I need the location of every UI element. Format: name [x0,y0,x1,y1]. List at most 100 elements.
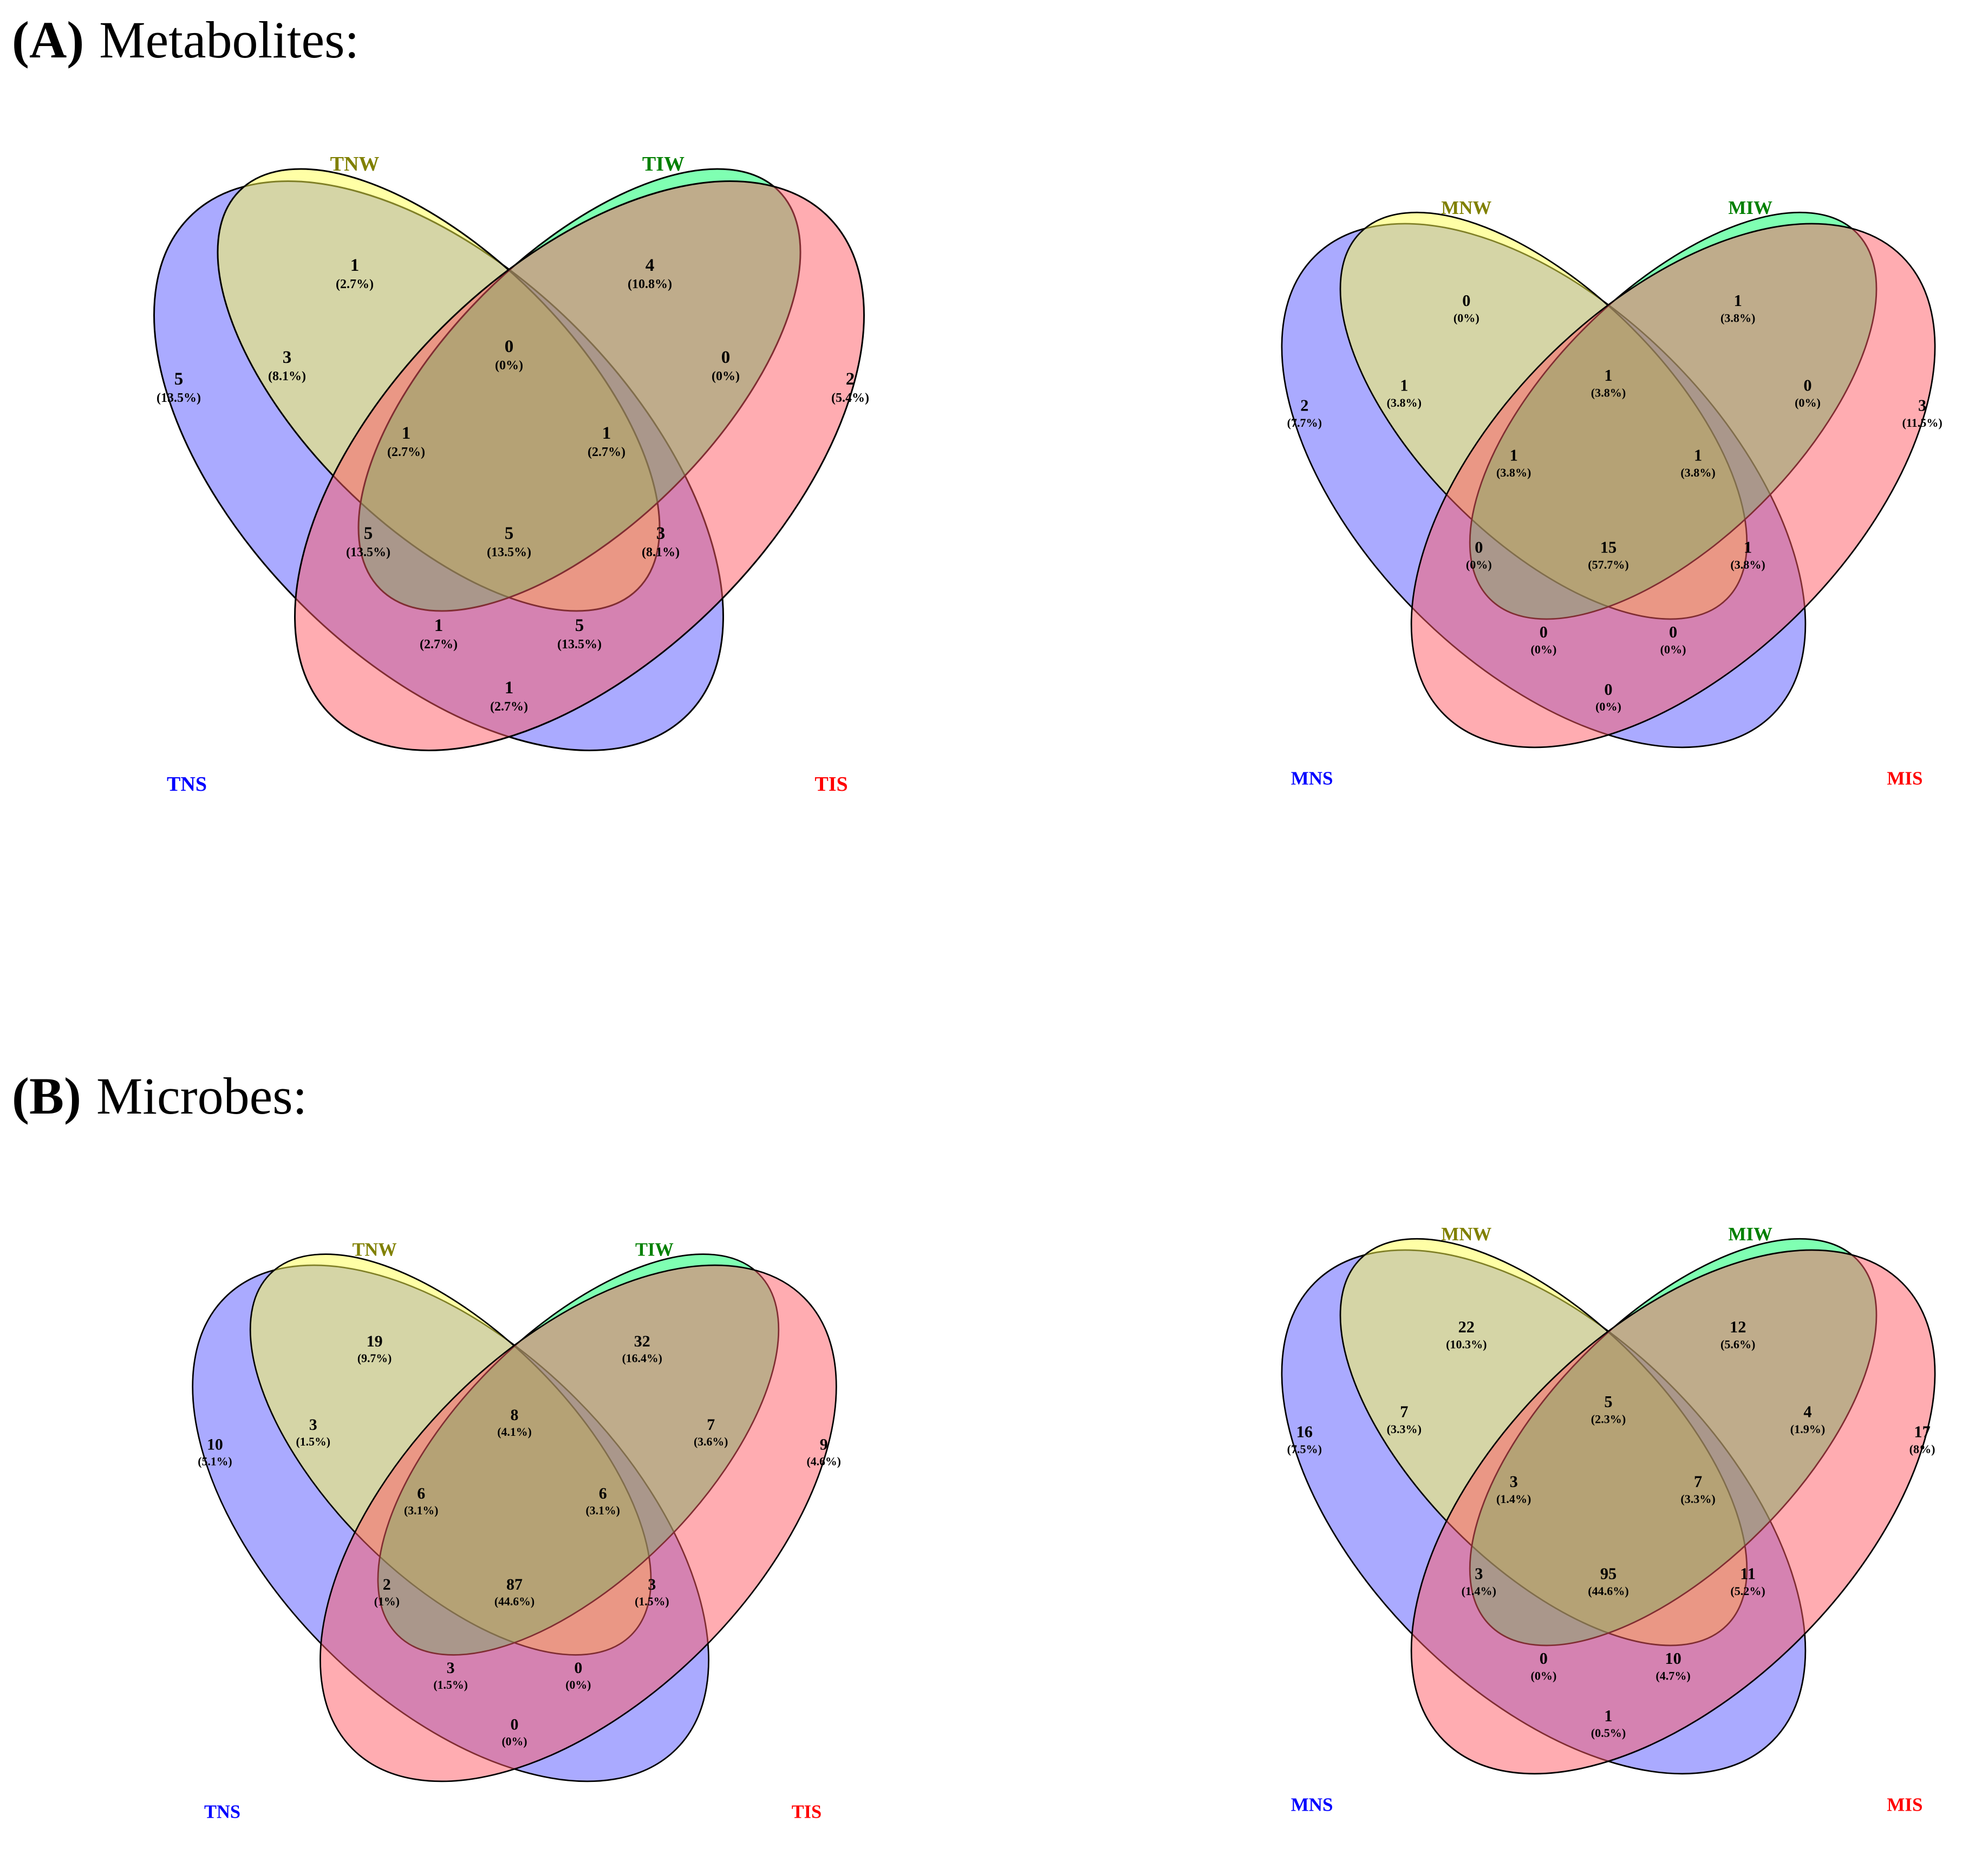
region-count: 6 [599,1485,607,1502]
region-count: 4 [646,256,655,275]
region-percent: (3.8%) [1591,386,1626,400]
set-label: TNS [204,1801,240,1822]
region-percent: (0%) [712,369,740,383]
region-percent: (0%) [1453,311,1479,325]
set-label: TNW [330,153,380,175]
region-count: 0 [511,1715,519,1733]
region-percent: (5.2%) [1730,1584,1765,1598]
region-percent: (16.4%) [622,1352,662,1365]
region-percent: (0%) [1530,642,1556,656]
section-title-a: (A) Metabolites: [12,11,360,69]
venn-diagram-a-right: 2(7.7%)0(0%)1(3.8%)3(11.5%)1(3.8%)1(3.8%… [1281,197,1943,789]
region-percent: (5.4%) [831,391,869,405]
region-percent: (1.4%) [1462,1584,1496,1598]
region-percent: (8%) [1909,1442,1935,1456]
region-count: 1 [434,616,444,635]
region-percent: (1.4%) [1496,1492,1531,1506]
region-percent: (2.7%) [336,277,374,291]
region-count: 8 [511,1406,519,1424]
region-count: 1 [402,424,411,443]
region-count: 1 [505,678,514,698]
region-count: 0 [505,337,514,356]
set-label: TIS [814,773,848,796]
region-count: 3 [1918,396,1926,414]
region-count: 12 [1730,1318,1746,1336]
venn-diagram-b-left: 10(5.1%)19(9.7%)32(16.4%)9(4.6%)3(1.5%)8… [192,1239,841,1822]
region-count: 1 [1604,1707,1612,1725]
region-count: 0 [1669,623,1677,641]
region-count: 3 [309,1416,317,1434]
region-count: 0 [721,348,731,367]
region-count: 3 [283,348,292,367]
region-percent: (44.6%) [494,1595,535,1608]
region-count: 3 [648,1576,656,1593]
region-percent: (57.7%) [1588,558,1628,571]
venn-ellipse-is [320,1264,837,1782]
region-count: 16 [1296,1422,1313,1441]
region-count: 7 [707,1416,715,1434]
venn-diagram-b-right: 16(7.5%)22(10.3%)12(5.6%)17(8%)7(3.3%)5(… [1281,1224,1936,1815]
set-label: TIS [792,1801,822,1822]
region-count: 1 [1744,538,1752,557]
region-count: 5 [364,524,373,543]
region-percent: (3.8%) [1496,466,1531,479]
region-count: 10 [1665,1649,1681,1668]
region-percent: (3.8%) [1720,311,1755,325]
region-percent: (3.3%) [1680,1492,1715,1506]
region-percent: (3.8%) [1680,466,1715,479]
region-count: 0 [1803,376,1811,395]
set-label: MNS [1291,1794,1333,1815]
region-count: 1 [350,256,360,275]
set-label: MNW [1441,197,1491,218]
region-percent: (2.3%) [1591,1413,1626,1426]
region-percent: (1.5%) [296,1435,330,1448]
region-count: 0 [1540,623,1548,641]
region-count: 22 [1458,1318,1475,1336]
set-label: TIW [642,153,685,175]
region-percent: (2.7%) [588,445,625,459]
region-count: 5 [174,369,184,389]
region-percent: (8.1%) [642,545,680,559]
region-count: 2 [846,369,855,389]
region-count: 32 [634,1332,650,1350]
region-percent: (0%) [1466,558,1492,571]
set-label: MNS [1291,767,1333,789]
region-percent: (2.7%) [420,637,458,652]
region-percent: (0%) [565,1678,591,1691]
region-percent: (10.8%) [628,277,672,291]
region-count: 9 [820,1435,828,1453]
region-count: 1 [1694,446,1702,464]
region-percent: (2.7%) [387,445,425,459]
region-count: 5 [1604,1393,1612,1411]
region-count: 0 [574,1659,582,1677]
region-percent: (5.6%) [1720,1338,1755,1351]
set-label: MIS [1887,767,1922,789]
region-percent: (5.1%) [198,1455,232,1468]
region-count: 1 [1510,446,1518,464]
region-percent: (13.5%) [557,637,602,652]
region-percent: (1%) [374,1595,400,1608]
set-label: MIW [1728,1224,1772,1245]
region-percent: (1.5%) [635,1595,669,1608]
region-count: 3 [656,524,666,543]
region-count: 3 [447,1659,455,1677]
region-percent: (44.6%) [1588,1584,1628,1598]
region-count: 6 [417,1485,425,1502]
region-percent: (3.8%) [1730,558,1765,571]
region-percent: (7.7%) [1287,416,1322,430]
section-title-b: (B) Microbes: [12,1067,308,1125]
region-percent: (13.5%) [487,545,531,559]
set-label: TNW [352,1239,396,1260]
region-count: 15 [1600,538,1617,557]
set-label: MIS [1887,1794,1922,1815]
set-label: TNS [167,773,207,796]
region-percent: (1.9%) [1790,1422,1825,1436]
region-percent: (0%) [501,1735,527,1748]
region-count: 3 [1510,1472,1518,1491]
region-percent: (4.6%) [806,1455,840,1468]
region-percent: (8.1%) [268,369,306,383]
region-percent: (2.7%) [490,700,528,714]
region-count: 19 [367,1332,383,1350]
region-percent: (3.1%) [585,1504,620,1517]
region-percent: (0%) [1795,396,1821,409]
